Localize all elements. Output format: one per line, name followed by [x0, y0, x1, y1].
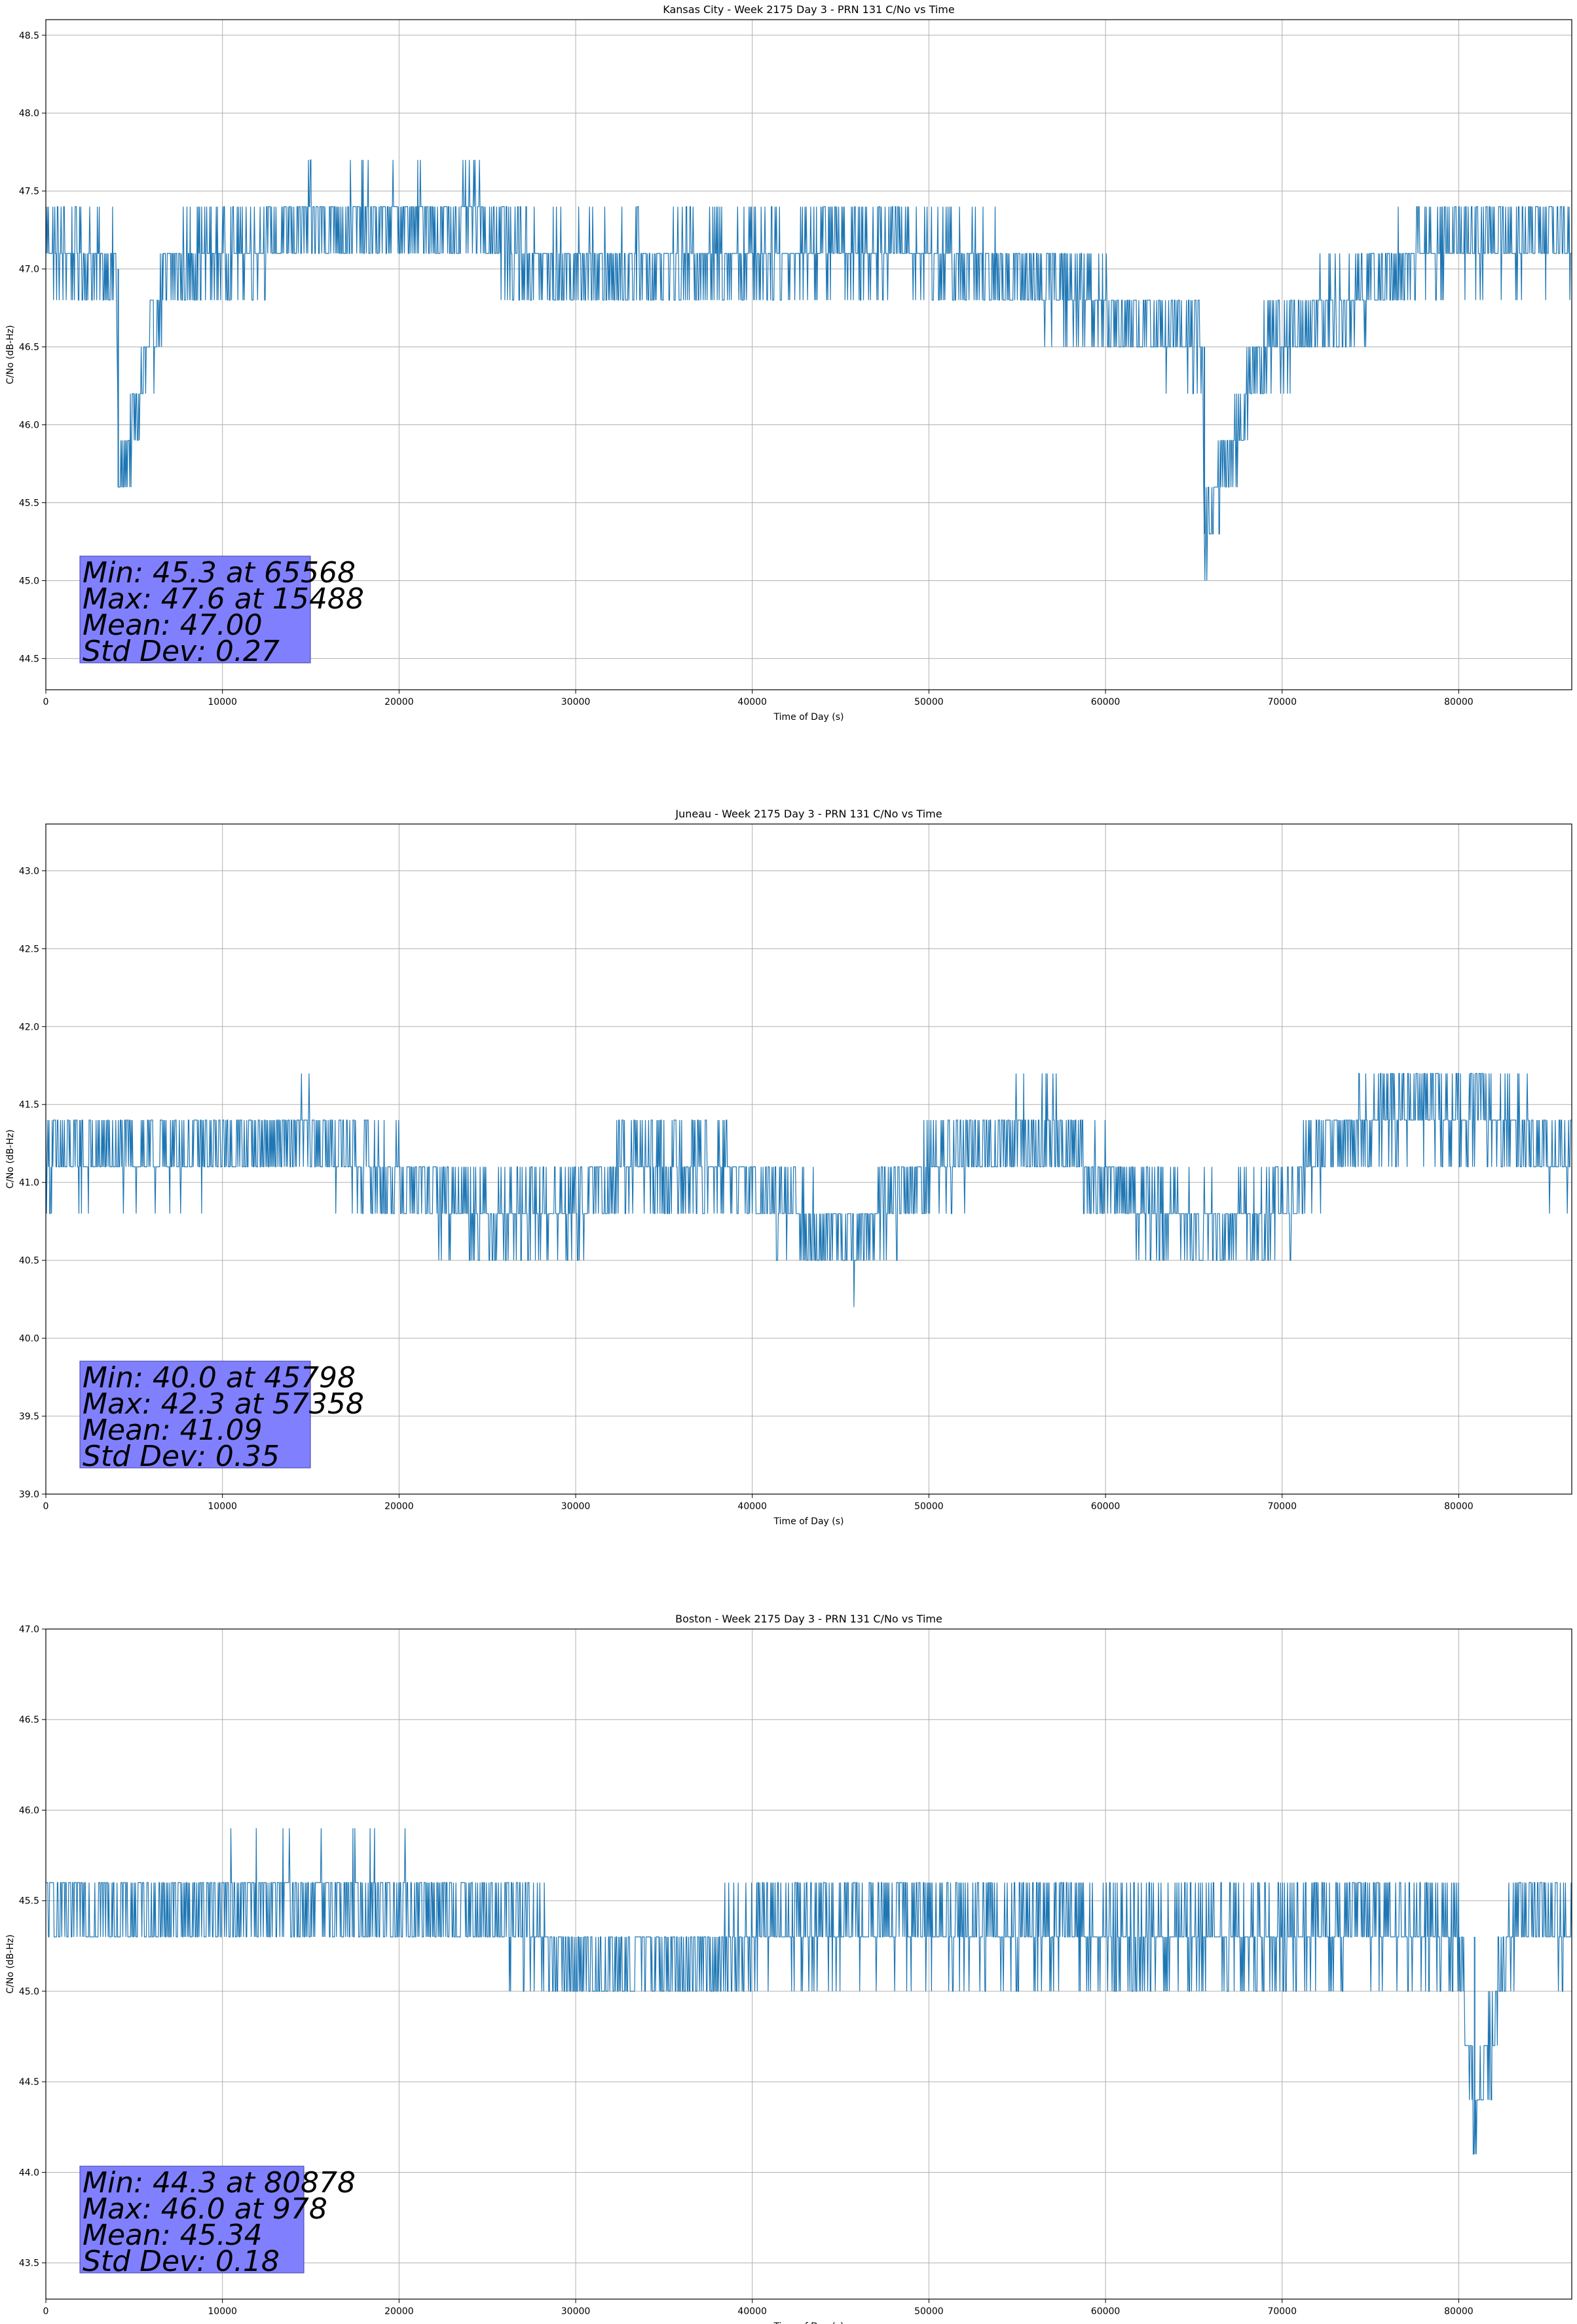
x-tick-label: 20000: [384, 697, 414, 707]
y-tick-label: 47.5: [19, 187, 39, 197]
y-tick-label: 39.5: [19, 1412, 39, 1422]
x-tick-label: 30000: [561, 1501, 591, 1512]
x-tick-label: 10000: [208, 2306, 237, 2317]
y-tick-label: 44.0: [19, 2167, 39, 2178]
y-tick-label: 41.0: [19, 1178, 39, 1188]
y-tick-label: 46.5: [19, 343, 39, 353]
y-tick-label: 44.5: [19, 2077, 39, 2088]
x-axis-label: Time of Day (s): [773, 712, 844, 722]
y-tick-label: 48.5: [19, 31, 39, 41]
stats-box: [79, 555, 311, 664]
stats-box: [79, 2165, 305, 2274]
y-tick-label: 46.0: [19, 1805, 39, 1816]
chart-0: 0 10000 20000 30000 40000 50000 60000 70000 8000…: [5, 3, 1572, 722]
axes-frame: [45, 823, 1572, 1495]
y-tick-label: 44.5: [19, 654, 39, 664]
x-tick-label: 30000: [561, 2306, 591, 2317]
stats-min: Min: 40.0 at 45798: [83, 1361, 356, 1395]
axes-frame: [45, 1628, 1572, 2300]
stats-max: Max: 46.0 at 978: [83, 2192, 327, 2226]
stats-box: [79, 1360, 311, 1469]
x-tick-label: 80000: [1444, 1501, 1474, 1512]
stats-mean: Mean: 47.00: [83, 609, 263, 642]
stats-std: Std Dev: 0.27: [83, 635, 280, 668]
stats-min: Min: 45.3 at 65568: [83, 556, 356, 590]
stats-max: Max: 47.6 at 15488: [83, 582, 364, 616]
y-axis-label: C/No (dB-Hz): [5, 1934, 16, 1993]
chart-title: Kansas City - Week 2175 Day 3 - PRN 131 …: [663, 3, 954, 16]
y-tick-label: 46.5: [19, 1715, 39, 1725]
series-line: [45, 159, 1572, 581]
x-tick-label: 40000: [737, 2306, 767, 2317]
x-tick-label: 20000: [384, 1501, 414, 1512]
x-tick-label: 60000: [1091, 1501, 1121, 1512]
x-tick-label: 0: [43, 2306, 49, 2317]
series-line: [45, 1073, 1572, 1307]
x-tick-label: 80000: [1444, 697, 1474, 707]
x-tick-label: 60000: [1091, 2306, 1121, 2317]
stats-std: Std Dev: 0.35: [83, 1440, 280, 1473]
stats-max: Max: 42.3 at 57358: [83, 1387, 364, 1421]
y-tick-label: 42.0: [19, 1022, 39, 1032]
x-axis-label: Time of Day (s): [773, 1516, 844, 1527]
x-tick-label: 60000: [1091, 697, 1121, 707]
stats-mean: Mean: 45.34: [83, 2219, 263, 2252]
y-axis-label: C/No (dB-Hz): [5, 325, 16, 384]
chart-title: Boston - Week 2175 Day 3 - PRN 131 C/No …: [675, 1613, 942, 1625]
x-tick-label: 50000: [914, 1501, 944, 1512]
x-tick-label: 50000: [914, 697, 944, 707]
x-tick-label: 40000: [737, 1501, 767, 1512]
x-tick-label: 40000: [737, 697, 767, 707]
x-tick-label: 70000: [1267, 697, 1297, 707]
x-tick-label: 0: [43, 1501, 49, 1512]
y-tick-label: 47.0: [19, 265, 39, 275]
y-tick-label: 46.0: [19, 421, 39, 431]
y-tick-label: 45.5: [19, 498, 39, 509]
y-tick-label: 47.0: [19, 1624, 39, 1635]
stats-std: Std Dev: 0.18: [83, 2245, 280, 2278]
x-tick-label: 70000: [1267, 1501, 1297, 1512]
stats-mean: Mean: 41.09: [83, 1414, 263, 1447]
chart-1: 0 10000 20000 30000 40000 50000 60000 70000 8000…: [5, 808, 1572, 1527]
y-tick-label: 45.0: [19, 576, 39, 586]
chart-title: Juneau - Week 2175 Day 3 - PRN 131 C/No …: [675, 808, 942, 820]
y-tick-label: 45.0: [19, 1987, 39, 1997]
x-tick-label: 20000: [384, 2306, 414, 2317]
x-tick-label: 80000: [1444, 2306, 1474, 2317]
y-tick-label: 40.5: [19, 1256, 39, 1266]
y-axis-label: C/No (dB-Hz): [5, 1129, 16, 1188]
x-tick-label: 50000: [914, 2306, 944, 2317]
y-tick-label: 45.5: [19, 1896, 39, 1907]
y-tick-label: 43.5: [19, 2258, 39, 2269]
y-tick-label: 40.0: [19, 1334, 39, 1344]
chart-2: 0 10000 20000 30000 40000 50000 60000 70000 8000…: [5, 1613, 1572, 2324]
y-tick-label: 41.5: [19, 1100, 39, 1110]
y-tick-label: 48.0: [19, 109, 39, 119]
series-line: [46, 1828, 1572, 2155]
y-tick-label: 43.0: [19, 866, 39, 876]
x-axis-label: Time of Day (s): [773, 2321, 844, 2324]
x-tick-label: 0: [43, 697, 49, 707]
x-tick-label: 10000: [208, 697, 237, 707]
y-tick-label: 39.0: [19, 1490, 39, 1500]
y-tick-label: 42.5: [19, 944, 39, 954]
x-tick-label: 70000: [1267, 2306, 1297, 2317]
x-tick-label: 30000: [561, 697, 591, 707]
axes-frame: [45, 19, 1572, 690]
stats-min: Min: 44.3 at 80878: [83, 2166, 356, 2200]
x-tick-label: 10000: [208, 1501, 237, 1512]
